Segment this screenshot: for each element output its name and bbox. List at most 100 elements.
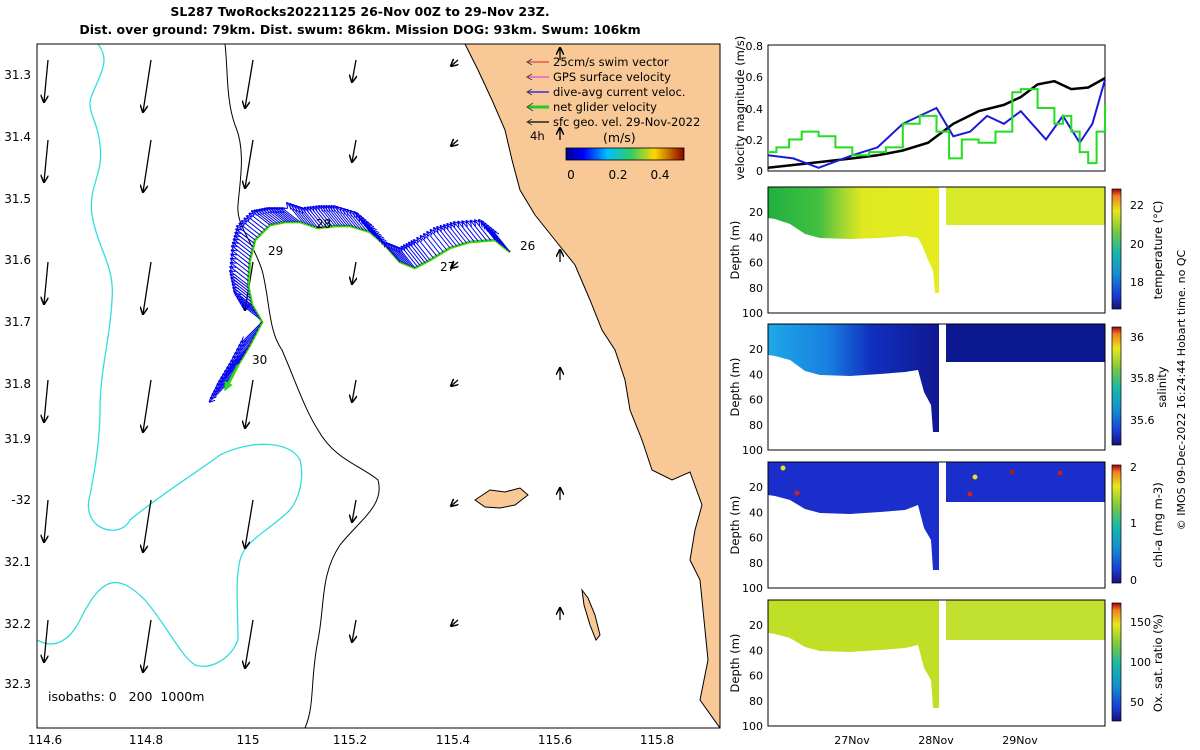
cbar-tick: 150	[1130, 616, 1151, 629]
dive-current-arrow	[299, 207, 316, 228]
depth-tick-label: 40	[749, 231, 763, 244]
dive-current-arrow	[232, 340, 253, 361]
dive-current-arrow	[232, 246, 251, 261]
geo-velocity-arrow	[451, 140, 458, 146]
velocity-ylabel: velocity magnitude (m/s)	[733, 36, 747, 181]
depth-tick-label: 20	[749, 481, 763, 494]
dive-current-arrow	[454, 222, 471, 243]
y-tick-label: -32	[11, 493, 31, 507]
chla-colorbar	[1111, 464, 1122, 584]
cbar-tick: 50	[1130, 696, 1144, 709]
salinity-panel: Depth (m) 36 35.8 35.6 salinity 20 40 60 80…	[728, 323, 1169, 457]
geo-velocity-arrow	[44, 499, 49, 542]
depth-tick-label: 40	[749, 506, 763, 519]
dive-current-arrow	[475, 220, 492, 241]
net-velocity-arrow	[223, 364, 240, 391]
dive-current-arrow	[293, 205, 310, 226]
dive-current-arrow	[231, 254, 250, 269]
dive-current-arrow	[305, 208, 322, 229]
chla-field	[768, 462, 939, 570]
dive-current-arrow	[444, 225, 461, 246]
geo-velocity-arrow	[352, 499, 356, 522]
y-tick-label: 0	[756, 165, 763, 178]
chla-cbar-label: chl-a (mg m-3)	[1151, 482, 1165, 567]
dive-current-arrow	[421, 236, 438, 257]
dive-current-arrow	[479, 220, 496, 241]
y-tick-label: 31.8	[4, 377, 31, 391]
dive-current-arrow	[467, 221, 483, 242]
footer-note: © IMOS 09-Dec-2022 16:24:44 Hobart time.…	[1175, 249, 1188, 530]
y-tick-label: 32.2	[4, 617, 31, 631]
dive-current-arrow	[240, 325, 261, 346]
oxygen-ylabel: Depth (m)	[728, 634, 742, 693]
salinity-cbar-label: salinity	[1155, 366, 1169, 407]
dive-current-arrow	[290, 204, 307, 225]
dive-current-arrow	[311, 207, 327, 228]
velocity-series-green	[768, 88, 1106, 165]
cbar-tick: 35.8	[1130, 372, 1155, 385]
section-panels: Depth (m) 22 20 18 temperature (°C) 2040…	[728, 186, 1169, 747]
geo-velocity-arrow	[44, 139, 49, 182]
coastline	[464, 44, 720, 728]
depth-tick-label: 20	[749, 619, 763, 632]
day-label: 30	[252, 353, 267, 367]
geo-velocity-arrow	[245, 59, 254, 108]
temperature-cbar-label: temperature (°C)	[1151, 201, 1165, 300]
dive-current-arrow	[242, 321, 263, 342]
map-y-axis: 31.3 31.4 31.5 31.6 31.7 31.8 31.9 -32 3…	[4, 68, 31, 691]
isobath-1000m	[224, 44, 380, 728]
map-x-axis: 114.6 114.8 115 115.2 115.4 115.6 115.8	[28, 733, 674, 747]
geo-velocity-arrow	[44, 59, 49, 102]
depth-tick-label: 40	[749, 644, 763, 657]
day-label: 28	[316, 217, 331, 231]
depth-tick-label: 100	[742, 582, 763, 595]
legend-label: 25cm/s swim vector	[553, 55, 669, 69]
depth-tick-label: 60	[749, 670, 763, 683]
duration-label: 4h	[530, 129, 545, 143]
legend-arrowheads	[526, 58, 534, 126]
y-tick-label: 31.6	[4, 253, 31, 267]
legend-label: net glider velocity	[553, 100, 657, 114]
time-tick-label: 29Nov	[1002, 734, 1038, 747]
depth-tick-label: 80	[749, 419, 763, 432]
garden-island	[581, 588, 601, 641]
dive-current-arrow	[462, 221, 479, 242]
velocity-panel: 0.8 0.6 0.4 0.2 0 velocity magnitude (m/…	[733, 36, 1106, 181]
depth-tick-label: 40	[749, 368, 763, 381]
dive-current-arrow	[308, 207, 325, 228]
oxygen-frame	[767, 599, 1106, 727]
dive-current-arrow	[222, 357, 243, 378]
geo-velocity-arrow	[352, 379, 356, 402]
cbar-tick: 0	[1130, 574, 1137, 587]
geo-velocity-arrow	[451, 60, 458, 66]
dive-current-arrow	[424, 234, 441, 255]
chla-hotspot	[780, 465, 786, 471]
time-tick-label: 28Nov	[918, 734, 954, 747]
rottnest-island	[474, 487, 529, 509]
dive-current-arrow	[341, 208, 358, 229]
geo-velocity-arrow	[245, 139, 254, 188]
geo-velocity-arrow	[245, 379, 254, 428]
geo-velocity-arrow	[143, 619, 152, 672]
y-tick-label: 31.9	[4, 432, 31, 446]
geo-velocity-arrow	[143, 499, 152, 552]
dive-current-arrow	[236, 333, 257, 354]
x-tick-label: 115	[237, 733, 260, 747]
temperature-field-right	[946, 187, 1105, 225]
x-tick-label: 114.8	[129, 733, 163, 747]
cbar-tick: 18	[1130, 276, 1144, 289]
chla-panel: Depth (m) 2 1 0 chl-a (mg m-3) 20 40 60 80 1…	[728, 461, 1165, 595]
geo-velocity-arrow	[44, 261, 49, 304]
geo-velocity-arrow	[143, 139, 152, 192]
depth-tick-label: 60	[749, 532, 763, 545]
dive-current-arrow	[337, 207, 354, 228]
cbar-tick: 100	[1130, 656, 1151, 669]
chla-field-right	[946, 462, 1105, 502]
isobath-note: isobaths: 0 200 1000m	[48, 689, 204, 704]
chla-hotspot	[794, 490, 800, 496]
x-tick-label: 114.6	[28, 733, 62, 747]
x-tick-label: 115.2	[333, 733, 367, 747]
cbar-tick: 35.6	[1130, 414, 1155, 427]
depth-tick-label: 60	[749, 257, 763, 270]
salinity-field-right	[946, 324, 1105, 362]
